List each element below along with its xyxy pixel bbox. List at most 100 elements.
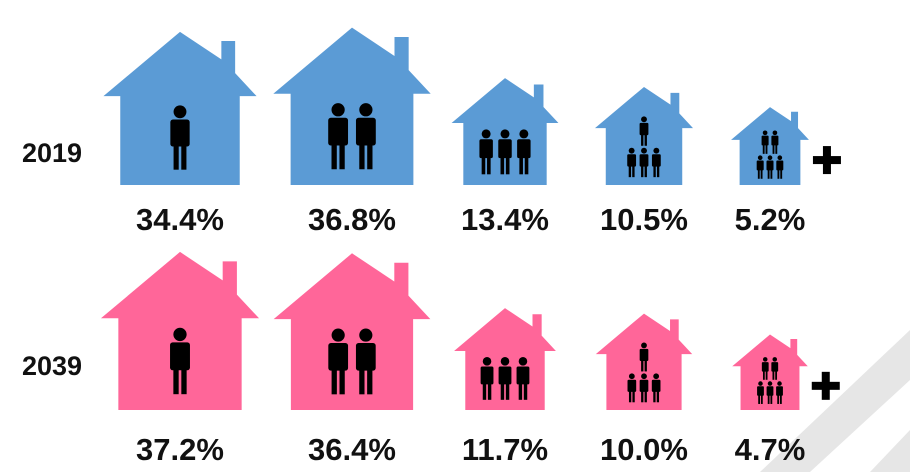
- person-head: [482, 357, 492, 366]
- household-icon: [756, 130, 784, 179]
- person-body: [517, 139, 531, 159]
- person-body: [766, 386, 774, 396]
- household-icon: [480, 357, 530, 400]
- person-head: [331, 328, 345, 342]
- value-label: 5.2%: [735, 202, 806, 237]
- person-leg: [644, 390, 647, 403]
- person-leg: [181, 367, 187, 395]
- person-head: [359, 328, 373, 342]
- person-leg: [632, 165, 635, 178]
- person-leg: [359, 142, 365, 170]
- person-body: [756, 160, 764, 171]
- person-leg: [519, 156, 523, 175]
- person-head: [758, 381, 763, 386]
- value-label: 10.0%: [600, 432, 688, 467]
- house: [595, 313, 693, 410]
- person-body: [761, 135, 769, 146]
- person-body: [328, 342, 349, 371]
- person-leg: [644, 359, 647, 372]
- value-label: 34.4%: [136, 202, 224, 237]
- person-leg: [518, 382, 523, 400]
- person-head: [641, 147, 647, 154]
- person-leg: [505, 382, 510, 400]
- person-leg: [762, 144, 765, 154]
- person-leg: [481, 156, 486, 175]
- person-head: [641, 342, 647, 349]
- person-body: [498, 366, 512, 385]
- person-leg: [331, 142, 337, 170]
- person-leg: [482, 382, 487, 400]
- person-leg: [644, 134, 647, 146]
- person-leg: [524, 156, 529, 175]
- value-label: 36.4%: [308, 432, 396, 467]
- person-leg: [772, 370, 775, 380]
- person-head: [331, 103, 345, 117]
- house: [732, 334, 808, 410]
- person-head: [653, 373, 660, 380]
- person-head: [173, 105, 187, 119]
- person-body: [170, 119, 190, 147]
- person-body: [498, 139, 512, 159]
- person-body: [355, 117, 376, 146]
- person-leg: [487, 382, 492, 400]
- person-leg: [339, 368, 345, 395]
- house: [594, 86, 694, 185]
- person-leg: [641, 390, 644, 403]
- person-head: [500, 129, 510, 139]
- household-icon: [627, 342, 661, 403]
- person-leg: [762, 370, 765, 380]
- person-head: [641, 373, 647, 380]
- person-head: [762, 357, 768, 362]
- person-leg: [367, 142, 373, 170]
- person-body: [479, 139, 493, 159]
- person-head: [767, 381, 773, 386]
- year-label: 2039: [22, 351, 82, 381]
- person-body: [761, 362, 769, 372]
- plus-sign: [821, 371, 830, 400]
- person-head: [757, 155, 763, 161]
- person-body: [639, 379, 649, 392]
- household-icon: [328, 103, 376, 170]
- person-leg: [173, 367, 179, 395]
- person-leg: [500, 382, 505, 400]
- person-leg: [779, 394, 782, 404]
- person-leg: [641, 134, 644, 146]
- person-head: [519, 129, 529, 139]
- person-head: [762, 130, 768, 136]
- person-head: [767, 155, 773, 161]
- person-body: [757, 386, 764, 396]
- person-leg: [656, 390, 660, 403]
- household-icon: [170, 327, 190, 395]
- person-body: [639, 122, 649, 136]
- person-body: [766, 160, 774, 171]
- person-leg: [758, 394, 761, 404]
- value-label: 4.7%: [735, 432, 806, 467]
- person-body: [480, 366, 494, 385]
- person-leg: [641, 359, 644, 372]
- person-leg: [653, 165, 656, 178]
- person-body: [776, 386, 783, 396]
- person-body: [771, 135, 779, 146]
- person-leg: [760, 169, 763, 179]
- person-head: [500, 357, 510, 366]
- person-leg: [644, 165, 647, 178]
- household-icon: [627, 116, 661, 178]
- person-leg: [770, 394, 773, 404]
- person-leg: [772, 144, 775, 154]
- person-head: [777, 155, 783, 161]
- person-leg: [641, 165, 644, 178]
- person-body: [627, 154, 637, 167]
- person-body: [651, 379, 661, 392]
- plus-sign: [822, 146, 831, 175]
- watermark: [870, 430, 910, 472]
- person-leg: [331, 368, 337, 395]
- person-head: [777, 381, 782, 386]
- person-body: [355, 342, 376, 371]
- person-leg: [757, 169, 760, 179]
- person-leg: [359, 368, 365, 395]
- person-leg: [777, 394, 780, 404]
- person-body: [639, 348, 649, 362]
- person-leg: [760, 394, 763, 404]
- person-leg: [628, 390, 632, 403]
